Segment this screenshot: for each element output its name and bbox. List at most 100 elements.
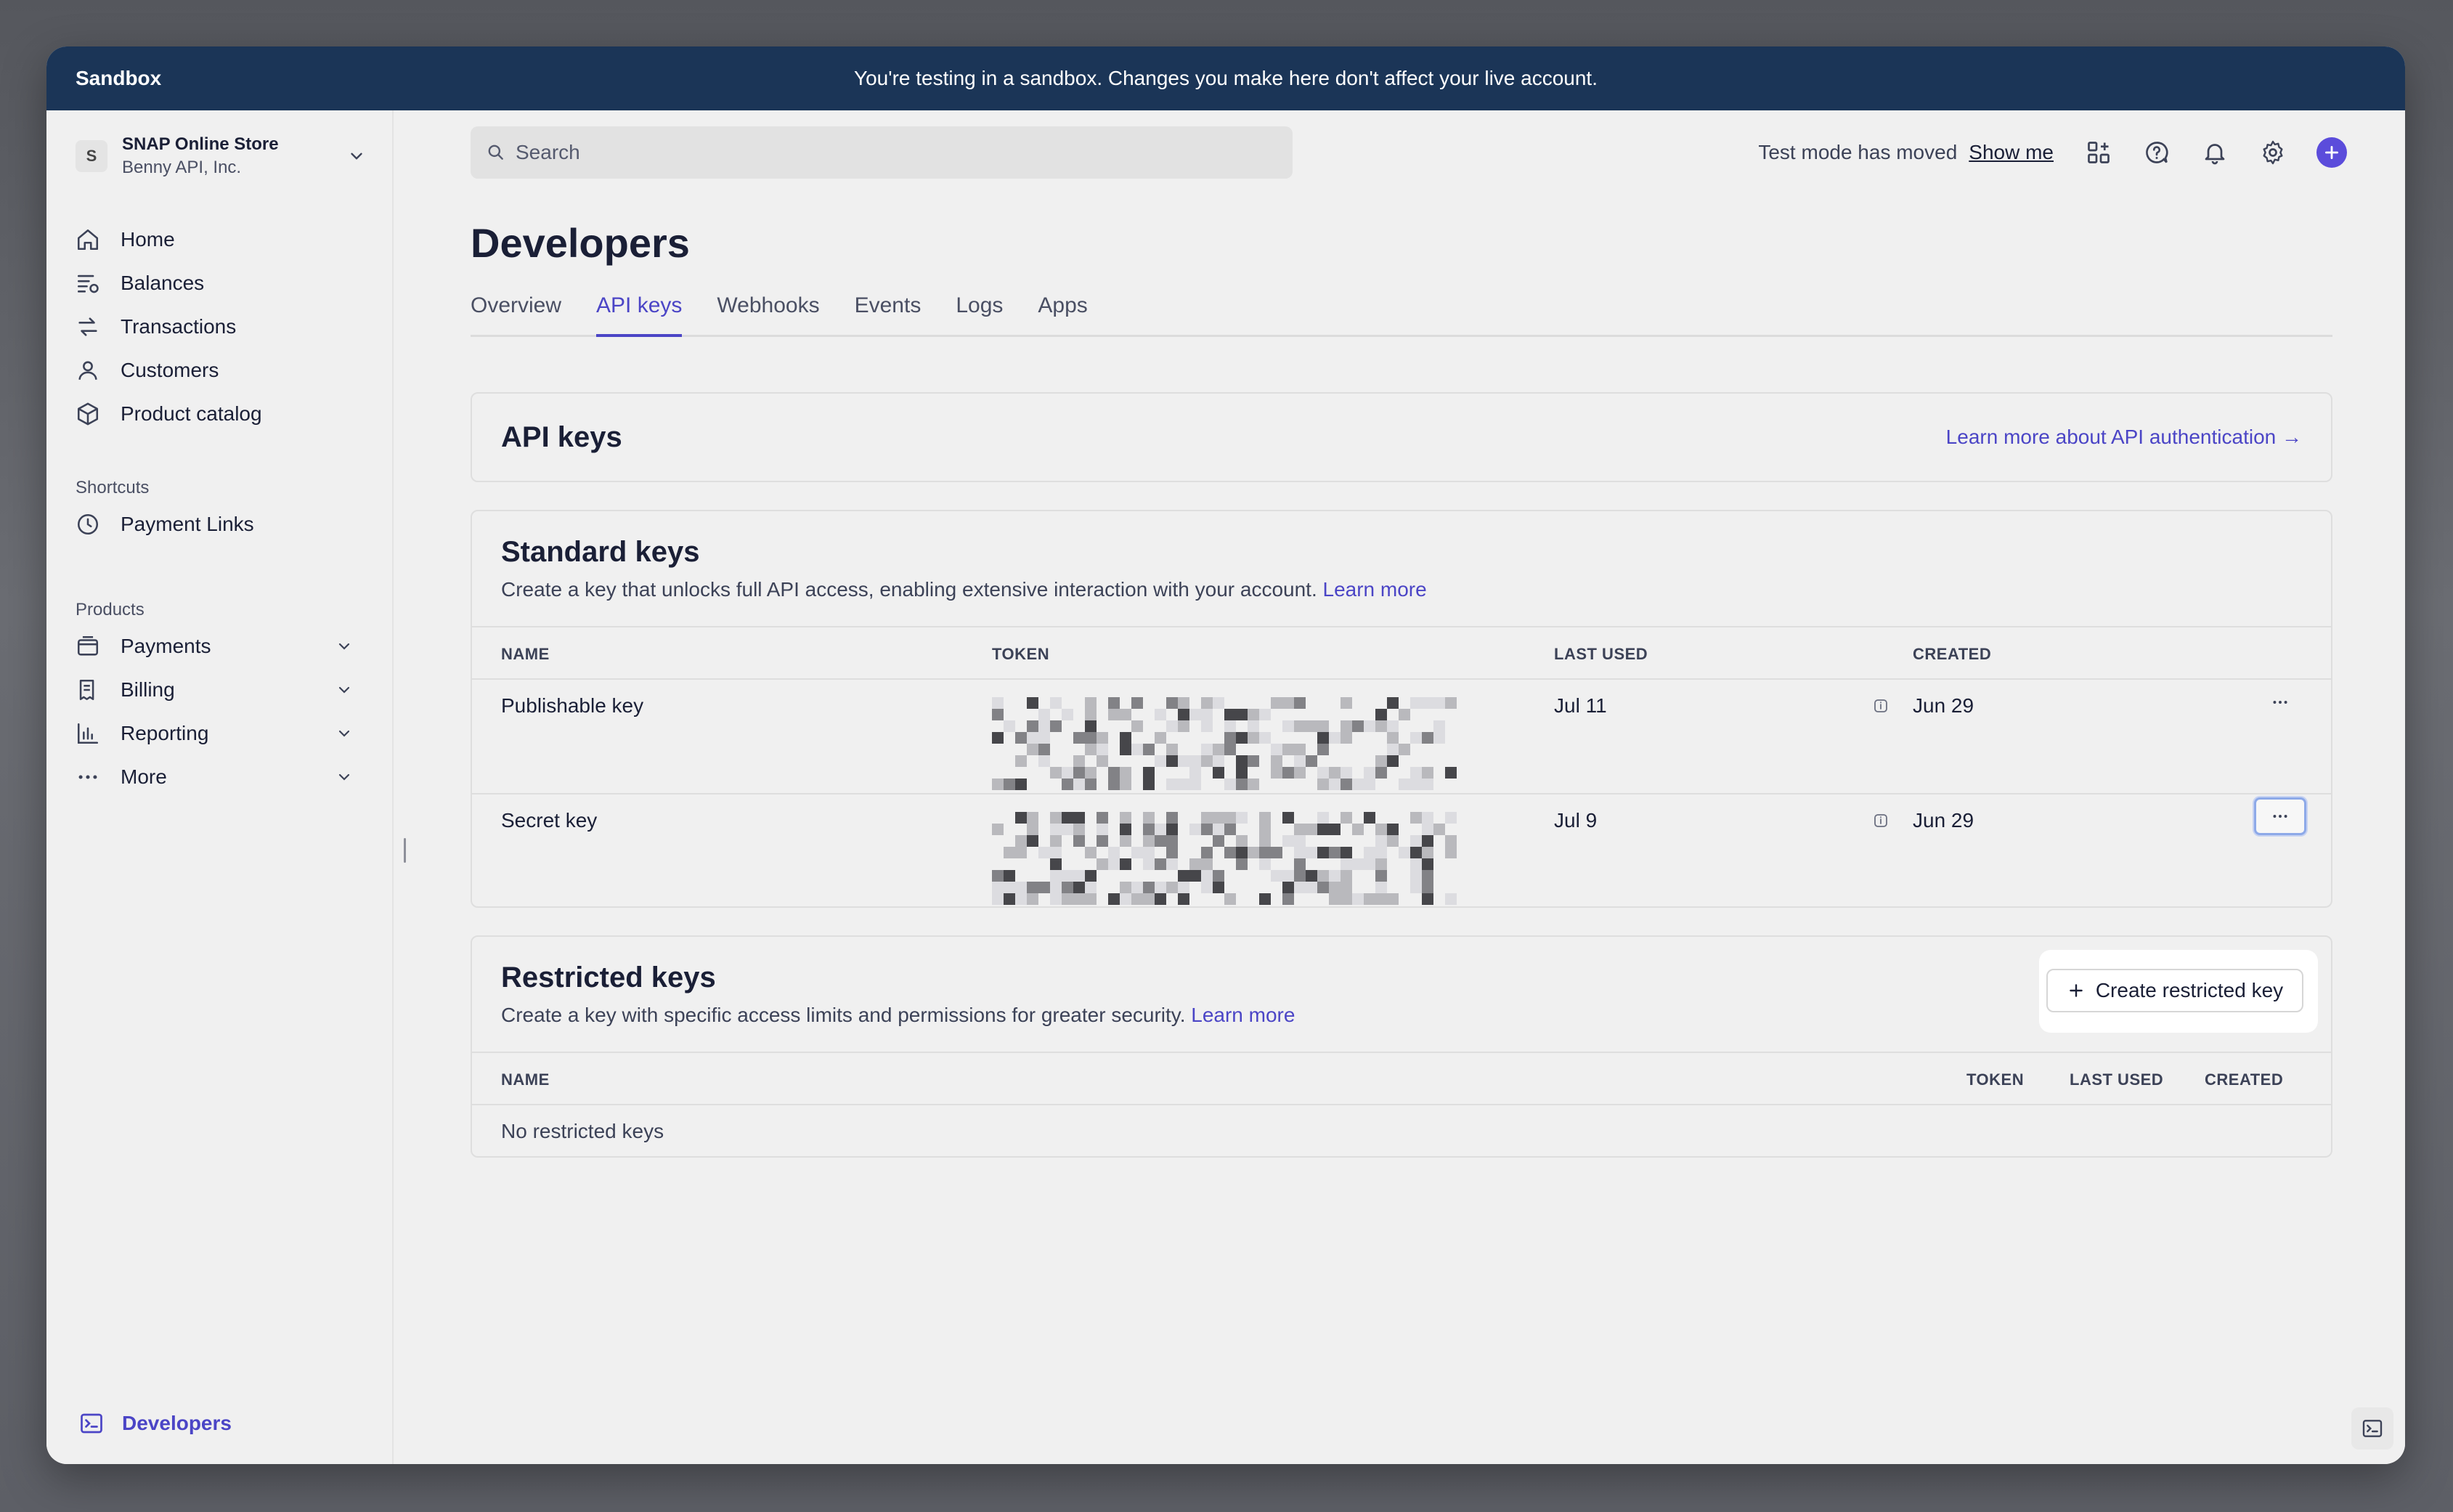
balances-icon (77, 275, 99, 293)
sidebar-item-customers[interactable]: Customers (76, 349, 381, 392)
console-toggle-button[interactable] (2351, 1407, 2393, 1450)
key-name: Publishable key (501, 694, 644, 717)
sidebar-item-label: Payment Links (121, 513, 254, 535)
search-icon (488, 145, 503, 160)
row-actions-button[interactable] (2257, 686, 2303, 719)
token-redacted (992, 812, 1471, 905)
apps-grid-icon[interactable] (2084, 138, 2113, 167)
chevron-down-icon (338, 686, 350, 694)
sidebar-item-label: Customers (121, 359, 219, 381)
app-window: Sandbox You're testing in a sandbox. Cha… (46, 46, 2405, 1464)
sidebar-item-transactions[interactable]: Transactions (76, 305, 381, 349)
api-keys-card: API keys Learn more about API authentica… (471, 392, 2332, 482)
token-redacted (992, 697, 1471, 790)
tab-logs[interactable]: Logs (956, 293, 1004, 317)
column-header-last-used: LAST USED (1554, 645, 1648, 663)
reporting-icon (77, 723, 99, 744)
row-actions-button[interactable] (2254, 797, 2306, 835)
info-icon[interactable] (1872, 697, 1889, 715)
app-body: S SNAP Online Store Benny API, Inc. Home… (46, 110, 2405, 1464)
sidebar-item-balances[interactable]: Balances (76, 261, 381, 305)
payments-icon (77, 635, 99, 656)
column-header-created: CREATED (2205, 1070, 2284, 1089)
chevron-down-icon (338, 643, 350, 650)
tab-webhooks[interactable]: Webhooks (717, 293, 820, 317)
tab-overview[interactable]: Overview (471, 293, 562, 317)
last-used-date: Jul 11 (1554, 694, 1607, 717)
sidebar-item-label: Billing (121, 678, 175, 701)
create-button-highlight: Create restricted key (2039, 950, 2318, 1033)
sidebar-item-more[interactable]: More (76, 755, 381, 799)
sidebar-resize-handle[interactable] (404, 838, 406, 863)
description-text: Create a key with specific access limits… (501, 1004, 1186, 1026)
account-switcher[interactable]: S SNAP Online Store Benny API, Inc. (76, 131, 366, 182)
column-header-name: NAME (501, 1070, 550, 1089)
restricted-keys-description: Create a key with specific access limits… (501, 1004, 1295, 1027)
description-text: Create a key that unlocks full API acces… (501, 578, 1317, 601)
plus-icon (2070, 984, 2083, 997)
banner-message: You're testing in a sandbox. Changes you… (853, 67, 1598, 89)
banner-title: Sandbox (76, 67, 162, 89)
home-icon (77, 229, 99, 251)
last-used-date: Jul 9 (1554, 809, 1598, 832)
key-name: Secret key (501, 809, 598, 832)
sidebar-item-reporting[interactable]: Reporting (76, 712, 381, 755)
products-nav: Products Payments Billing Reporting (76, 596, 381, 799)
sidebar-item-label: Developers (122, 1412, 232, 1434)
sidebar-item-label: Home (121, 228, 175, 251)
chevron-down-icon (338, 730, 350, 737)
learn-more-link[interactable]: Learn more (1191, 1004, 1295, 1026)
gear-icon[interactable] (2258, 138, 2287, 167)
billing-icon (79, 679, 94, 701)
sidebar-item-home[interactable]: Home (76, 218, 381, 261)
sidebar-item-product-catalog[interactable]: Product catalog (76, 392, 381, 436)
create-restricted-key-button[interactable]: Create restricted key (2046, 969, 2303, 1012)
restricted-keys-card: Restricted keys Create a key with specif… (471, 935, 2332, 1158)
standard-keys-card: Standard keys Create a key that unlocks … (471, 510, 2332, 908)
shortcuts-label: Shortcuts (76, 478, 150, 497)
products-label: Products (76, 600, 145, 619)
info-icon[interactable] (1872, 812, 1889, 829)
more-dots-icon (78, 775, 97, 779)
bell-icon[interactable] (2200, 138, 2229, 167)
tab-events[interactable]: Events (854, 293, 922, 317)
standard-keys-description: Create a key that unlocks full API acces… (501, 578, 1427, 601)
main-content: Developers Overview API keys Webhooks Ev… (471, 219, 2332, 1158)
top-bar: Search Test mode has moved Show me (471, 126, 2347, 180)
show-me-link[interactable]: Show me (1969, 141, 2054, 163)
page-title: Developers (471, 220, 690, 266)
column-header-token: TOKEN (992, 645, 1050, 663)
sidebar-item-billing[interactable]: Billing (76, 668, 381, 712)
product-catalog-icon (77, 402, 99, 426)
tab-apps[interactable]: Apps (1038, 293, 1088, 317)
sidebar-item-payment-links[interactable]: Payment Links (76, 503, 381, 546)
empty-state-text: No restricted keys (501, 1120, 664, 1142)
terminal-icon (81, 1413, 102, 1434)
plus-icon (2325, 146, 2338, 159)
help-icon[interactable] (2142, 138, 2171, 167)
sidebar-item-label: Transactions (121, 315, 237, 338)
tab-api-keys[interactable]: API keys (596, 289, 683, 337)
sidebar-item-label: More (121, 765, 167, 788)
main-nav: Home Balances Transactions Customers Pro… (76, 218, 381, 436)
sidebar-item-developers[interactable]: Developers (78, 1410, 232, 1436)
sidebar-item-payments[interactable]: Payments (76, 625, 381, 668)
sidebar: S SNAP Online Store Benny API, Inc. Home… (46, 110, 394, 1464)
sidebar-item-label: Payments (121, 635, 211, 657)
create-plus-button[interactable] (2316, 137, 2347, 168)
shortcuts-nav: Shortcuts Payment Links (76, 473, 381, 546)
column-header-token: TOKEN (1966, 1070, 2025, 1089)
api-auth-learn-link[interactable]: Learn more about API authentication → (1945, 426, 2302, 448)
more-dots-icon (2273, 815, 2287, 818)
learn-more-link[interactable]: Learn more (1322, 578, 1427, 601)
api-keys-title: API keys (501, 421, 622, 453)
terminal-icon (2362, 1420, 2383, 1437)
transactions-icon (78, 317, 97, 336)
standard-keys-title: Standard keys (501, 536, 700, 568)
developer-tabs: Overview API keys Webhooks Events Logs A… (471, 289, 2332, 337)
sandbox-banner: Sandbox You're testing in a sandbox. Cha… (46, 46, 2405, 110)
sidebar-item-label: Reporting (121, 722, 209, 744)
search-placeholder: Search (516, 141, 580, 163)
search-input[interactable]: Search (471, 126, 1293, 179)
created-date: Jun 29 (1913, 694, 1974, 717)
